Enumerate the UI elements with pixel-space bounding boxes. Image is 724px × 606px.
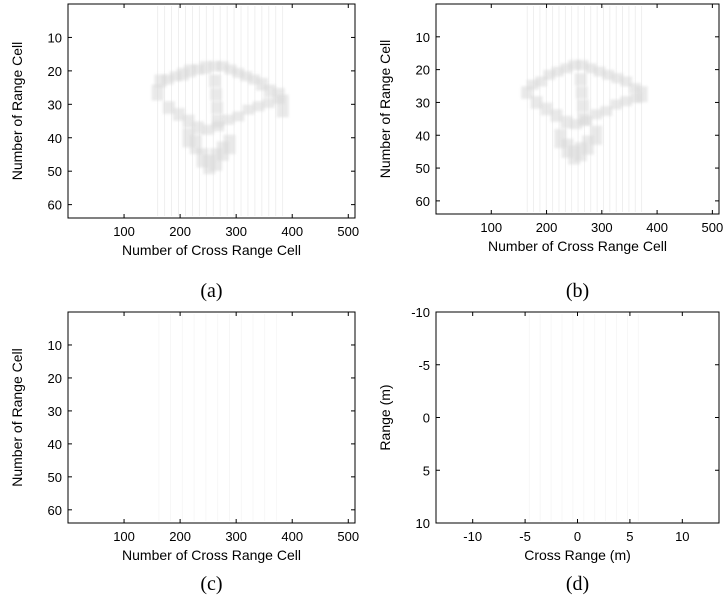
panel-caption: (a) [200, 280, 222, 302]
isar-image [521, 6, 648, 212]
y-axis-label: Number of Range Cell [9, 42, 25, 181]
y-tick-label: 10 [416, 30, 430, 45]
y-tick-label: 20 [416, 63, 430, 78]
x-axis-label: Number of Cross Range Cell [122, 242, 301, 258]
x-tick-label: 400 [281, 224, 303, 239]
y-tick-label: 40 [416, 128, 430, 143]
y-tick-label: 20 [48, 64, 62, 79]
y-tick-label: 10 [48, 338, 62, 353]
y-axis-label: Number of Range Cell [377, 40, 393, 179]
x-tick-label: 5 [626, 529, 633, 544]
y-tick-label: 60 [416, 194, 430, 209]
panel-d: -10 -5 0 5 10 -10 -5 0 5 10 Cross Range (m) Range (… [377, 305, 720, 595]
x-tick-label: 300 [225, 224, 247, 239]
isar-image [151, 6, 289, 216]
isar-image [158, 314, 278, 521]
y-axis-label: Range (m) [377, 384, 393, 450]
x-tick-label: 400 [646, 220, 668, 235]
y-axis-label: Number of Range Cell [9, 348, 25, 487]
x-tick-label: 10 [675, 529, 689, 544]
x-tick-label: 300 [591, 220, 613, 235]
y-tick-label: 10 [48, 30, 62, 45]
y-tick-label: 5 [423, 463, 430, 478]
y-tick-label: 30 [48, 404, 62, 419]
x-tick-label: 200 [169, 529, 191, 544]
plot-area [67, 311, 356, 524]
x-axis-label: Cross Range (m) [524, 547, 631, 563]
x-axis-label: Number of Cross Range Cell [488, 238, 667, 254]
y-tick-label: 50 [48, 470, 62, 485]
panel-caption: (b) [566, 280, 589, 302]
x-axis-label: Number of Cross Range Cell [122, 547, 301, 563]
y-tick-label: 60 [48, 503, 62, 518]
panel-b: 100 200 300 400 500 10 20 30 40 50 60 Number of Cro… [377, 3, 724, 302]
x-tick-label: 100 [113, 529, 135, 544]
panel-caption: (c) [200, 573, 222, 595]
x-tick-label: 400 [281, 529, 303, 544]
y-tick-label: 40 [48, 131, 62, 146]
x-tick-label: -10 [463, 529, 482, 544]
y-tick-label: 40 [48, 437, 62, 452]
y-tick-label: 50 [48, 164, 62, 179]
x-tick-label: 500 [337, 529, 359, 544]
panel-caption: (d) [566, 573, 589, 595]
y-tick-label: 30 [48, 97, 62, 112]
panel-a: 100 200 300 400 500 10 20 30 40 50 60 Number of Cro… [9, 3, 359, 302]
x-tick-label: 300 [225, 529, 247, 544]
y-tick-label: 30 [416, 95, 430, 110]
x-tick-label: 500 [702, 220, 724, 235]
isar-image [528, 314, 640, 521]
x-tick-label: 200 [536, 220, 558, 235]
x-tick-label: -5 [519, 529, 531, 544]
y-tick-label: 50 [416, 161, 430, 176]
plot-area [435, 311, 720, 524]
y-tick-label: 20 [48, 371, 62, 386]
x-tick-label: 200 [169, 224, 191, 239]
y-tick-label: -10 [411, 305, 430, 320]
panel-c: 100 200 300 400 500 10 20 30 40 50 60 Number of Cro… [9, 311, 359, 595]
x-tick-label: 100 [480, 220, 502, 235]
y-tick-label: -5 [418, 358, 430, 373]
x-tick-label: 100 [113, 224, 135, 239]
x-tick-label: 0 [574, 529, 581, 544]
y-tick-label: 0 [423, 411, 430, 426]
y-tick-label: 60 [48, 198, 62, 213]
y-tick-label: 10 [416, 516, 430, 531]
x-tick-label: 500 [337, 224, 359, 239]
